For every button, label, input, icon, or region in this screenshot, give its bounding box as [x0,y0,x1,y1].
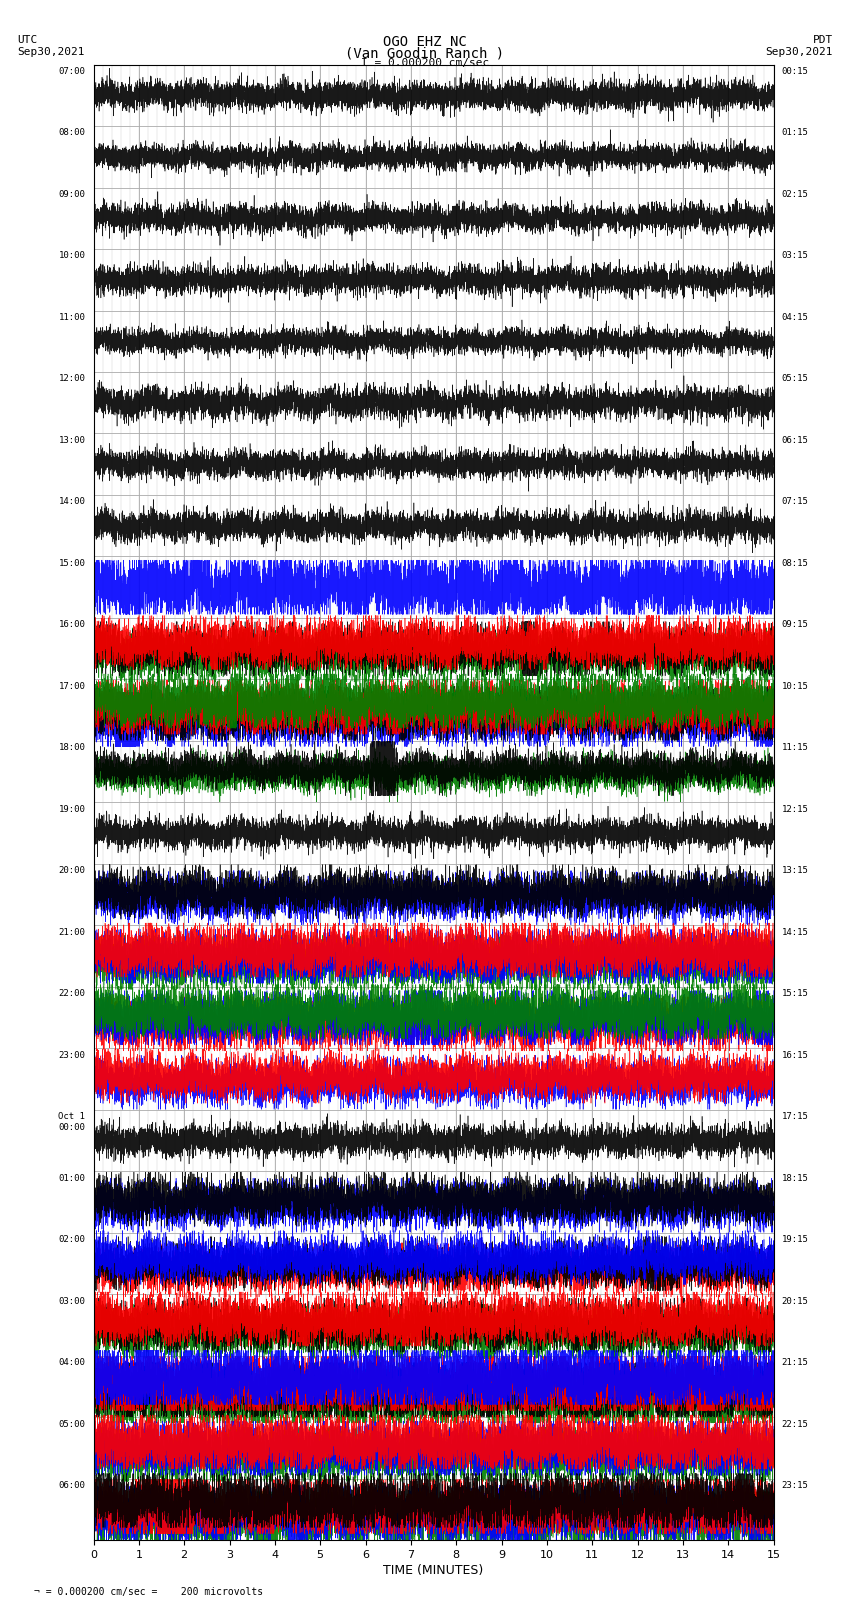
Text: 04:00: 04:00 [59,1358,85,1368]
Text: 06:15: 06:15 [782,436,808,445]
Text: 09:15: 09:15 [782,621,808,629]
Text: 23:00: 23:00 [59,1052,85,1060]
X-axis label: TIME (MINUTES): TIME (MINUTES) [383,1565,484,1578]
Text: 21:15: 21:15 [782,1358,808,1368]
Text: 14:00: 14:00 [59,497,85,506]
Text: 01:00: 01:00 [59,1174,85,1182]
Text: 22:00: 22:00 [59,989,85,998]
Text: 17:15: 17:15 [782,1113,808,1121]
Text: 03:15: 03:15 [782,252,808,260]
Text: (Van Goodin Ranch ): (Van Goodin Ranch ) [345,47,505,61]
Text: 15:15: 15:15 [782,989,808,998]
Text: 01:15: 01:15 [782,129,808,137]
Text: 05:00: 05:00 [59,1419,85,1429]
Text: 19:00: 19:00 [59,805,85,815]
Text: 12:00: 12:00 [59,374,85,384]
Text: 13:15: 13:15 [782,866,808,876]
Text: 02:15: 02:15 [782,190,808,198]
Text: Oct 1
00:00: Oct 1 00:00 [59,1113,85,1132]
Text: 09:00: 09:00 [59,190,85,198]
Text: 11:15: 11:15 [782,744,808,752]
Text: 16:00: 16:00 [59,621,85,629]
Text: 10:15: 10:15 [782,682,808,690]
Text: Sep30,2021: Sep30,2021 [766,47,833,56]
Text: 20:00: 20:00 [59,866,85,876]
Text: 18:00: 18:00 [59,744,85,752]
Text: Sep30,2021: Sep30,2021 [17,47,84,56]
Text: UTC: UTC [17,35,37,45]
Text: 08:15: 08:15 [782,560,808,568]
Text: 15:00: 15:00 [59,560,85,568]
Text: 21:00: 21:00 [59,927,85,937]
Text: OGO EHZ NC: OGO EHZ NC [383,35,467,50]
Text: 14:15: 14:15 [782,927,808,937]
Text: 10:00: 10:00 [59,252,85,260]
Text: 05:15: 05:15 [782,374,808,384]
Text: ¬ = 0.000200 cm/sec =    200 microvolts: ¬ = 0.000200 cm/sec = 200 microvolts [34,1587,264,1597]
Text: 20:15: 20:15 [782,1297,808,1307]
Text: 18:15: 18:15 [782,1174,808,1182]
Text: 03:00: 03:00 [59,1297,85,1307]
Text: 07:00: 07:00 [59,68,85,76]
Text: 16:15: 16:15 [782,1052,808,1060]
Text: 11:00: 11:00 [59,313,85,323]
Text: I = 0.000200 cm/sec: I = 0.000200 cm/sec [361,58,489,68]
Text: 23:15: 23:15 [782,1481,808,1490]
Text: PDT: PDT [813,35,833,45]
Text: 02:00: 02:00 [59,1236,85,1244]
Text: 07:15: 07:15 [782,497,808,506]
Text: 12:15: 12:15 [782,805,808,815]
Text: 00:15: 00:15 [782,68,808,76]
Text: 06:00: 06:00 [59,1481,85,1490]
Text: 13:00: 13:00 [59,436,85,445]
Text: 19:15: 19:15 [782,1236,808,1244]
Text: 08:00: 08:00 [59,129,85,137]
Text: 22:15: 22:15 [782,1419,808,1429]
Text: 04:15: 04:15 [782,313,808,323]
Text: 17:00: 17:00 [59,682,85,690]
